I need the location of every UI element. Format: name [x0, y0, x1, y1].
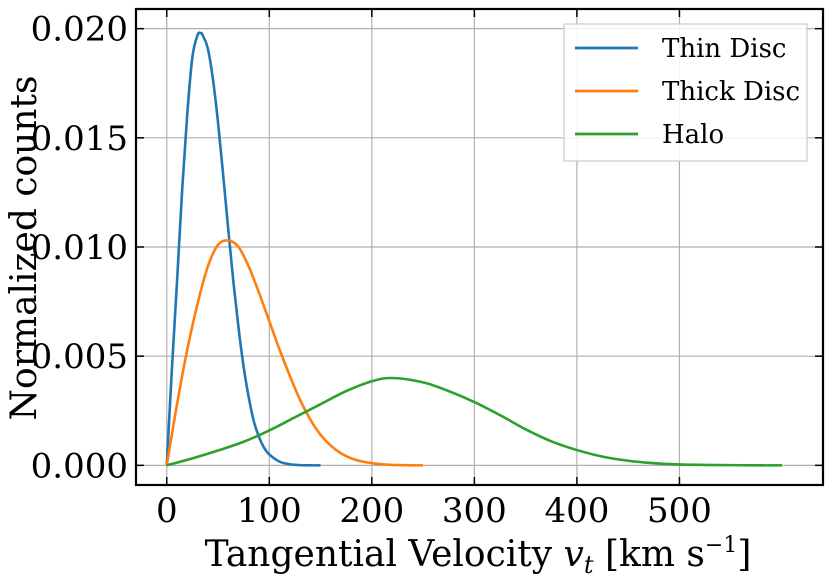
x-axis-label: Tangential Velocity vt [km s−1] [205, 533, 752, 579]
x-tick-label: 100 [237, 491, 302, 531]
y-tick-label: 0.015 [31, 119, 128, 159]
y-axis-label: Normalized counts [4, 76, 45, 421]
axis-ticks: 0 100 200 300 400 500 0.000 0.005 0.010 0.015 0.02… [31, 9, 823, 531]
series-line-thick-disc [165, 239, 424, 467]
y-tick-label: 0.010 [31, 228, 128, 268]
x-tick-label: 300 [442, 491, 507, 531]
legend: Thin Disc Thick Disc Halo [563, 23, 808, 162]
y-tick-label: 0.005 [31, 337, 128, 377]
x-tick-label: 200 [339, 491, 404, 531]
legend-label-thin-disc: Thin Disc [662, 34, 786, 64]
x-tick-label: 0 [156, 491, 178, 531]
plot-frame [134, 7, 825, 487]
y-tick-label: 0.020 [31, 10, 128, 50]
series-line-halo [166, 376, 782, 467]
x-tick-label: 500 [647, 491, 712, 531]
x-tick-label: 400 [544, 491, 609, 531]
legend-label-halo: Halo [662, 120, 724, 150]
series-line-thin-disc [165, 31, 321, 467]
series-lines [165, 31, 782, 467]
y-tick-label: 0.000 [31, 446, 128, 486]
legend-label-thick-disc: Thick Disc [662, 77, 800, 107]
